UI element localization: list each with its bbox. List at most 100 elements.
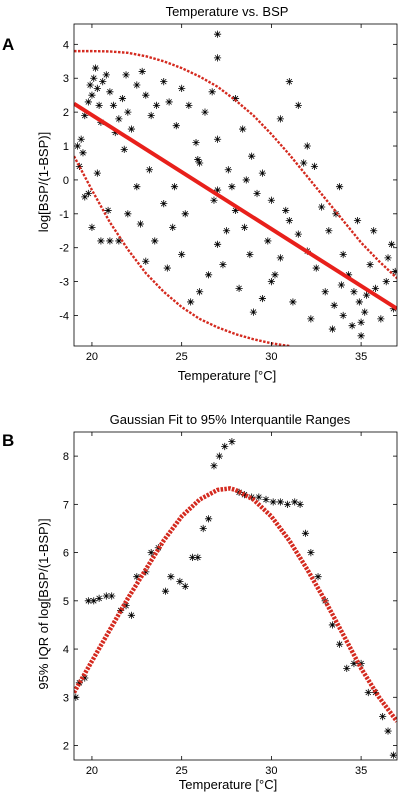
panel-a-y-tick-label: 1: [63, 141, 69, 153]
panel-a-point: [120, 145, 128, 154]
panel-b-title: Gaussian Fit to 95% Interquantile Ranges: [110, 412, 351, 427]
panel-a-title: Temperature vs. BSP: [166, 4, 289, 19]
panel-a-point: [213, 135, 222, 143]
panel-a-point: [185, 101, 193, 109]
panel-b-point: [228, 438, 236, 446]
panel-a-point: [88, 223, 96, 231]
panel-b-point: [350, 659, 358, 668]
panel-a-point: [248, 152, 256, 160]
panel-a-point: [231, 94, 240, 103]
panel-a-point: [219, 261, 227, 269]
panel-b-point: [296, 500, 304, 508]
panel-b-point: [364, 688, 372, 697]
panel-a-point: [172, 122, 180, 130]
panel-a-point: [335, 183, 344, 191]
panel-b-point: [181, 582, 189, 590]
panel-a-point: [93, 169, 101, 177]
panel-a-point: [228, 183, 236, 191]
panel-a-point: [361, 308, 369, 316]
panel-b-point: [371, 688, 380, 697]
panel-a-point: [362, 291, 371, 299]
panel-b-y-tick-label: 7: [63, 499, 69, 511]
panel-a-point: [285, 78, 293, 86]
panel-b-point: [199, 524, 207, 533]
panel-b-point: [276, 498, 284, 506]
panel-a-point: [289, 298, 297, 306]
panel-a-point: [106, 88, 114, 96]
panel-a-point: [77, 135, 85, 143]
panel-a-point: [328, 325, 336, 333]
panel-a-point: [264, 237, 272, 245]
panel-a: A Temperature vs. BSP Temperature [°C] l…: [2, 4, 398, 383]
panel-a-point: [187, 298, 195, 306]
panel-b-point: [127, 611, 136, 619]
panel-b-point: [147, 548, 155, 557]
panel-a-letter: A: [2, 35, 14, 54]
panel-b-point: [215, 452, 223, 460]
panel-a-point: [388, 240, 396, 248]
panel-a-point: [88, 91, 96, 99]
panel-a-point: [97, 237, 105, 245]
panel-a-plot-area: 20 25 30 35 -4 -3 -2 -1 0 1 2 3 4: [59, 23, 398, 363]
panel-a-point: [127, 125, 136, 133]
panel-a-point: [81, 193, 89, 201]
panel-a-point: [145, 166, 153, 174]
panel-a-point: [210, 196, 218, 204]
panel-a-point: [339, 250, 347, 259]
panel-b-point: [357, 659, 365, 668]
panel-b-point: [240, 491, 249, 499]
panel-a-point: [276, 254, 284, 262]
panel-a-point: [350, 288, 358, 296]
panel-b-point: [84, 597, 92, 605]
panel-a-point: [124, 108, 132, 116]
panel-a-y-tick-label: -1: [59, 209, 69, 221]
panel-b-point: [210, 462, 218, 470]
panel-a-point: [371, 284, 380, 292]
panel-a-point: [332, 210, 340, 218]
panel-a-point: [344, 271, 353, 279]
panel-b-point: [283, 500, 292, 508]
panel-a-point: [147, 111, 155, 120]
panel-a-x-tick-label: 35: [355, 351, 367, 363]
panel-a-point: [337, 281, 345, 289]
panel-b-ylabel: 95% IQR of log[BSP/(1-BSP)]: [36, 518, 51, 689]
panel-b-y-tick-label: 2: [63, 741, 69, 753]
panel-a-point: [152, 101, 161, 109]
panel-b: B Gaussian Fit to 95% Interquantile Rang…: [2, 412, 398, 792]
panel-a-point: [318, 203, 326, 211]
panel-b-axes-frame: [73, 431, 398, 761]
panel-b-y-tick-label: 5: [63, 596, 69, 608]
panel-a-point: [163, 264, 171, 272]
panel-a-point: [253, 189, 261, 198]
panel-a-point: [151, 237, 159, 245]
panel-a-point: [90, 74, 98, 82]
panel-b-point: [176, 577, 184, 586]
panel-b-marks: [74, 438, 397, 759]
panel-a-point: [239, 125, 247, 133]
panel-a-point: [355, 298, 363, 306]
panel-a-point: [213, 240, 222, 248]
panel-a-y-tick-label: 3: [63, 73, 69, 85]
panel-b-y-tick-label: 3: [63, 692, 69, 704]
panel-a-point: [86, 81, 94, 89]
panel-a-lower-bound-curve: [74, 155, 290, 346]
panel-a-point: [122, 71, 130, 79]
panel-a-point: [258, 294, 267, 303]
panel-b-x-tick-label: 30: [265, 765, 277, 777]
panel-a-point: [213, 54, 222, 62]
panel-a-point: [196, 288, 204, 296]
panel-a-point: [249, 308, 258, 316]
panel-b-point: [117, 606, 125, 615]
panel-b-x-tick-label: 25: [176, 765, 188, 777]
panel-a-point: [136, 220, 144, 228]
panel-a-point: [213, 186, 222, 194]
panel-b-letter: B: [2, 431, 14, 450]
panel-a-point: [106, 237, 114, 245]
panel-a-point: [99, 78, 107, 86]
panel-a-point: [138, 67, 146, 76]
panel-a-point: [267, 196, 275, 204]
panel-a-point: [192, 139, 200, 147]
panel-b-gaussian-fit-curve: [74, 486, 397, 723]
panel-b-x-tick-label: 20: [86, 765, 98, 777]
